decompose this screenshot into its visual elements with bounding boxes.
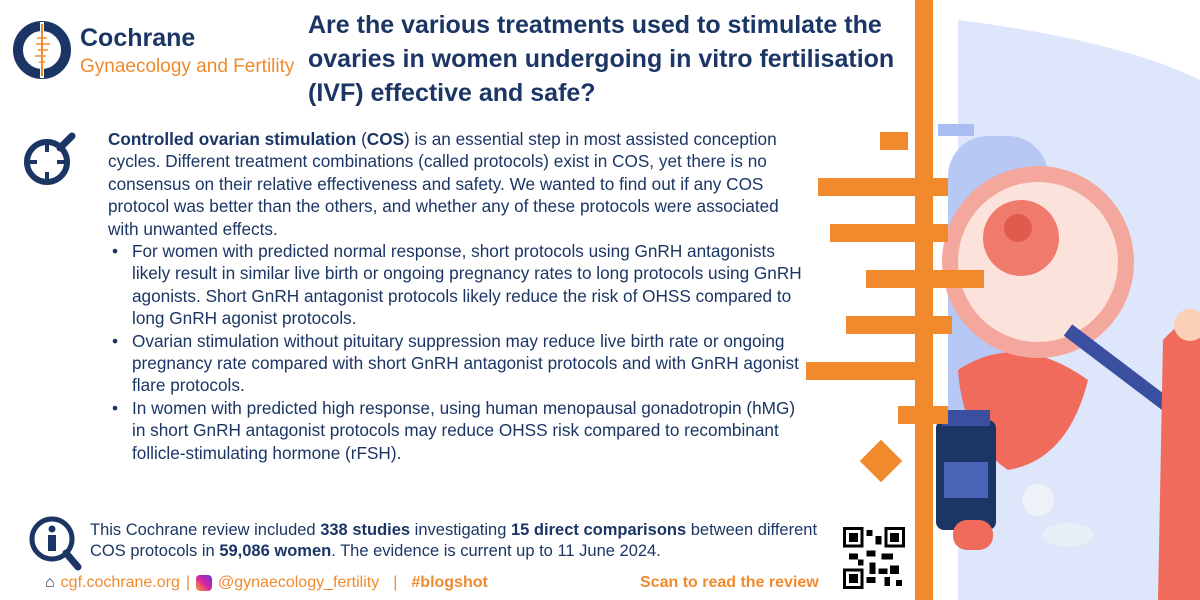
decorative-bar <box>806 362 916 380</box>
participant-count: 59,086 women <box>219 542 332 560</box>
text: between different COS protocols in <box>90 521 818 560</box>
separator: | <box>185 574 191 591</box>
finding-item: In women with predicted high response, u… <box>108 397 813 464</box>
decorative-bar <box>846 316 952 334</box>
finding-item: For women with predicted normal response… <box>108 240 813 330</box>
intro-paragraph: Controlled ovarian stimulation (COS) is … <box>108 128 813 240</box>
website-link[interactable]: cgf.cochrane.org <box>60 574 180 591</box>
finding-item: Ovarian stimulation without pituitary su… <box>108 330 813 397</box>
findings-list: For women with predicted normal response… <box>108 240 813 464</box>
text: This Cochrane review included <box>90 521 321 539</box>
comparison-count: 15 direct comparisons <box>511 521 687 539</box>
intro-text: ) is an essential step in most assisted … <box>108 129 779 239</box>
decorative-bar <box>880 132 908 150</box>
decorative-diamond <box>859 439 903 483</box>
target-search-icon <box>24 132 76 185</box>
cochrane-logo <box>13 21 71 79</box>
footer-links: ⌂ cgf.cochrane.org | @gynaecology_fertil… <box>45 574 488 592</box>
decorative-bar <box>866 270 984 288</box>
scan-label: Scan to read the review <box>640 574 819 591</box>
study-count: 338 studies <box>320 521 411 539</box>
decorative-bar <box>898 406 948 424</box>
decorative-bar <box>830 224 948 242</box>
review-summary: This Cochrane review included 338 studie… <box>90 520 820 562</box>
text: ( <box>356 129 367 149</box>
cos-abbrev: COS <box>366 129 405 149</box>
decorative-bar <box>818 178 948 196</box>
separator: | <box>393 574 398 591</box>
body-text: Controlled ovarian stimulation (COS) is … <box>108 128 813 464</box>
instagram-link[interactable]: @gynaecology_fertility <box>218 574 380 591</box>
brand-name: Cochrane <box>80 24 196 52</box>
page-title: Are the various treatments used to stimu… <box>308 11 895 107</box>
instagram-icon <box>196 575 213 591</box>
qr-code[interactable] <box>843 527 905 589</box>
orange-divider <box>915 0 933 600</box>
info-search-icon <box>29 516 82 571</box>
home-icon: ⌂ <box>45 574 55 591</box>
cos-term: Controlled ovarian stimulation <box>108 129 357 149</box>
ivf-illustration <box>918 0 1200 600</box>
text: . The evidence is current up to 11 June … <box>331 542 661 560</box>
hashtag[interactable]: #blogshot <box>411 574 488 591</box>
group-name: Gynaecology and Fertility <box>80 56 295 77</box>
text: investigating <box>410 521 511 539</box>
